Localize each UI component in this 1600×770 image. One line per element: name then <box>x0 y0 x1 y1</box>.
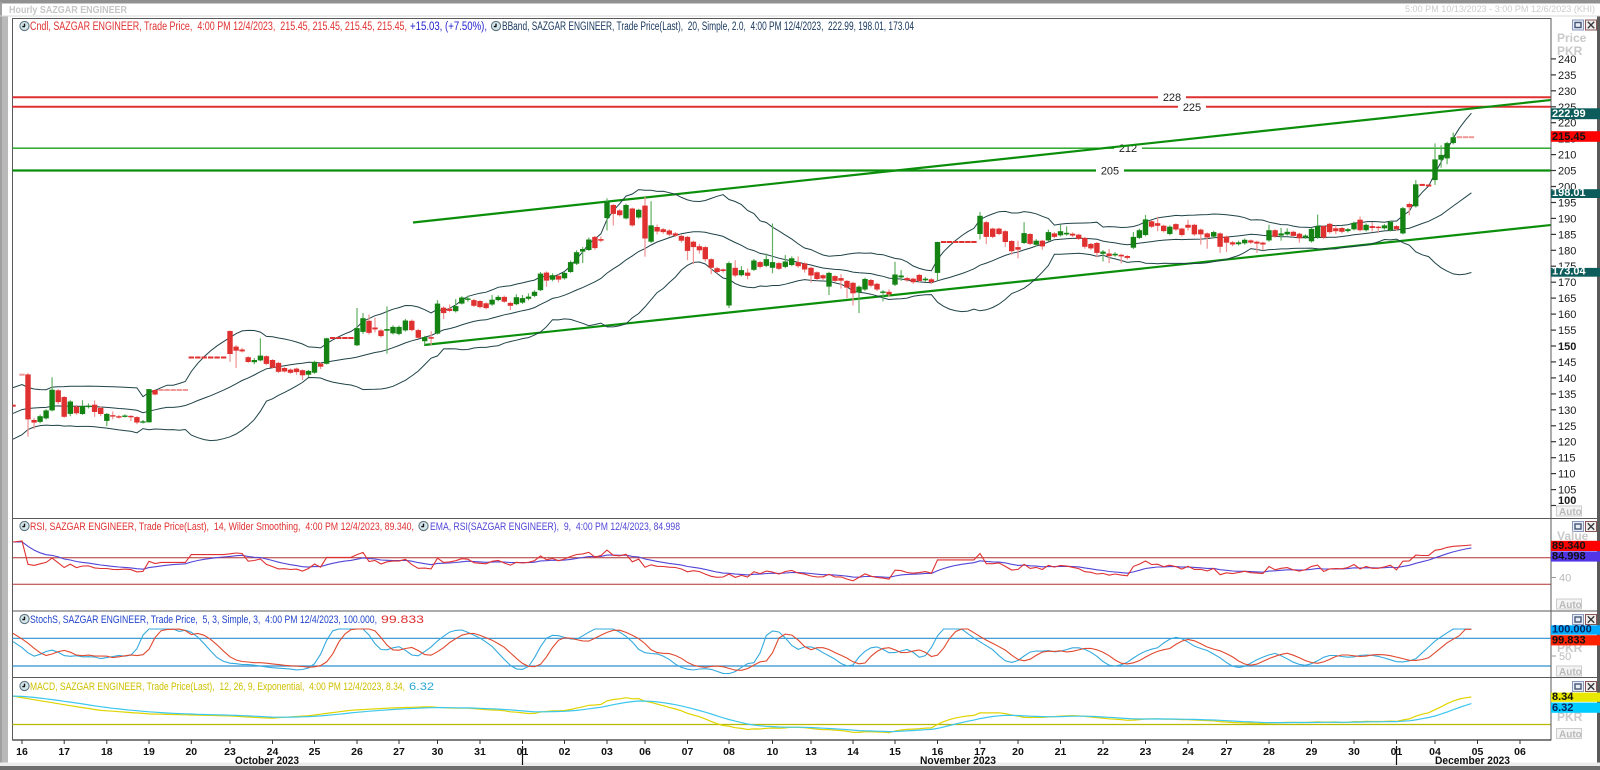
svg-text:20: 20 <box>185 746 197 758</box>
svg-text:16: 16 <box>16 746 28 758</box>
svg-text:31: 31 <box>474 746 486 758</box>
svg-text:14: 14 <box>847 746 859 758</box>
svg-text:220: 220 <box>1558 118 1576 130</box>
svg-text:Auto: Auto <box>1559 507 1582 518</box>
svg-text:16: 16 <box>932 746 944 758</box>
svg-text:17: 17 <box>58 746 70 758</box>
svg-text:8.34: 8.34 <box>1552 691 1574 703</box>
svg-text:205: 205 <box>1101 166 1119 178</box>
svg-text:22: 22 <box>1097 746 1109 758</box>
svg-text:EMA, RSI(SAZGAR ENGINEER), 9,: EMA, RSI(SAZGAR ENGINEER), 9, 4:00 PM 12… <box>430 521 680 533</box>
svg-text:180: 180 <box>1558 245 1576 257</box>
svg-text:06: 06 <box>639 746 651 758</box>
svg-text:145: 145 <box>1558 357 1576 369</box>
svg-text:190: 190 <box>1558 213 1576 225</box>
svg-text:05: 05 <box>1472 746 1484 758</box>
svg-text:155: 155 <box>1558 325 1576 337</box>
svg-text:04: 04 <box>1429 746 1441 758</box>
svg-text:24: 24 <box>1182 746 1194 758</box>
svg-text:5:00 PM 10/13/2023 - 3:00 PM 1: 5:00 PM 10/13/2023 - 3:00 PM 12/6/2023 (… <box>1405 4 1595 15</box>
svg-text:PKR: PKR <box>1557 44 1583 58</box>
svg-text:140: 140 <box>1558 373 1576 385</box>
svg-text:Auto: Auto <box>1559 600 1582 611</box>
svg-text:135: 135 <box>1558 389 1576 401</box>
svg-text:Hourly SAZGAR ENGINEER: Hourly SAZGAR ENGINEER <box>9 4 127 16</box>
svg-text:27: 27 <box>1221 746 1233 758</box>
svg-text:29: 29 <box>1306 746 1318 758</box>
svg-text:+15.03, (+7.50%),: +15.03, (+7.50%), <box>410 21 487 33</box>
svg-text:230: 230 <box>1558 86 1576 98</box>
svg-text:205: 205 <box>1558 166 1576 178</box>
svg-text:115: 115 <box>1558 453 1576 465</box>
svg-text:105: 105 <box>1558 485 1576 497</box>
svg-text:24: 24 <box>267 746 279 758</box>
svg-text:228: 228 <box>1163 92 1181 104</box>
svg-text:28: 28 <box>1263 746 1275 758</box>
svg-text:222.99: 222.99 <box>1552 108 1586 120</box>
svg-text:120: 120 <box>1558 437 1576 449</box>
svg-text:110: 110 <box>1558 469 1576 481</box>
svg-text:19: 19 <box>143 746 155 758</box>
svg-text:PKR: PKR <box>1557 710 1583 724</box>
svg-text:Price: Price <box>1557 31 1587 45</box>
svg-text:100: 100 <box>1558 495 1576 507</box>
svg-text:170: 170 <box>1558 277 1576 289</box>
svg-text:165: 165 <box>1558 293 1576 305</box>
svg-text:Cndl, SAZGAR ENGINEER, Trade P: Cndl, SAZGAR ENGINEER, Trade Price, 4:00… <box>30 21 407 33</box>
svg-text:25: 25 <box>309 746 321 758</box>
svg-text:99.833: 99.833 <box>381 614 424 626</box>
svg-text:160: 160 <box>1558 309 1576 321</box>
svg-text:6.32: 6.32 <box>1552 702 1573 714</box>
svg-text:15: 15 <box>889 746 901 758</box>
svg-text:215.45: 215.45 <box>1552 131 1586 143</box>
svg-text:23: 23 <box>224 746 236 758</box>
svg-text:100.000: 100.000 <box>1552 624 1592 636</box>
svg-text:10: 10 <box>767 746 779 758</box>
svg-text:6.32: 6.32 <box>409 681 434 693</box>
svg-text:StochS, SAZGAR ENGINEER, Trade: StochS, SAZGAR ENGINEER, Trade Price, 5,… <box>30 614 377 626</box>
svg-text:02: 02 <box>559 746 571 758</box>
svg-text:30: 30 <box>432 746 444 758</box>
svg-text:17: 17 <box>974 746 986 758</box>
svg-text:150: 150 <box>1558 341 1576 353</box>
svg-text:Auto: Auto <box>1559 730 1582 741</box>
svg-text:84.998: 84.998 <box>1552 551 1586 563</box>
svg-text:50: 50 <box>1559 651 1571 663</box>
svg-text:MACD, SAZGAR ENGINEER, Trade P: MACD, SAZGAR ENGINEER, Trade Price(Last)… <box>30 681 405 693</box>
svg-text:BBand, SAZGAR ENGINEER, Trade: BBand, SAZGAR ENGINEER, Trade Price(Last… <box>502 21 914 33</box>
svg-text:07: 07 <box>682 746 694 758</box>
svg-text:03: 03 <box>601 746 613 758</box>
svg-text:December 2023: December 2023 <box>1435 755 1510 767</box>
svg-text:18: 18 <box>101 746 113 758</box>
svg-text:30: 30 <box>1348 746 1360 758</box>
svg-text:235: 235 <box>1558 70 1576 82</box>
svg-text:RSI, SAZGAR ENGINEER, Trade Pr: RSI, SAZGAR ENGINEER, Trade Price(Last),… <box>30 521 414 533</box>
svg-text:89.340: 89.340 <box>1552 540 1586 552</box>
svg-text:26: 26 <box>351 746 363 758</box>
svg-text:21: 21 <box>1055 746 1067 758</box>
svg-text:240: 240 <box>1558 54 1576 66</box>
svg-text:173.04: 173.04 <box>1552 266 1587 278</box>
svg-text:99.833: 99.833 <box>1552 634 1586 646</box>
svg-text:210: 210 <box>1558 150 1576 162</box>
svg-text:195: 195 <box>1558 198 1576 210</box>
svg-text:125: 125 <box>1558 421 1576 433</box>
svg-text:225: 225 <box>1183 102 1201 114</box>
svg-text:40: 40 <box>1559 573 1571 585</box>
svg-text:06: 06 <box>1514 746 1526 758</box>
svg-text:Value: Value <box>1557 529 1589 543</box>
svg-text:13: 13 <box>805 746 817 758</box>
svg-text:November 2023: November 2023 <box>920 755 996 767</box>
svg-text:185: 185 <box>1558 229 1576 241</box>
svg-text:23: 23 <box>1140 746 1152 758</box>
svg-text:27: 27 <box>393 746 405 758</box>
svg-text:Auto: Auto <box>1559 667 1582 678</box>
svg-text:08: 08 <box>723 746 735 758</box>
svg-text:October 2023: October 2023 <box>235 755 299 767</box>
svg-text:20: 20 <box>1012 746 1024 758</box>
svg-text:130: 130 <box>1558 405 1576 417</box>
svg-text:198.01: 198.01 <box>1552 187 1586 199</box>
